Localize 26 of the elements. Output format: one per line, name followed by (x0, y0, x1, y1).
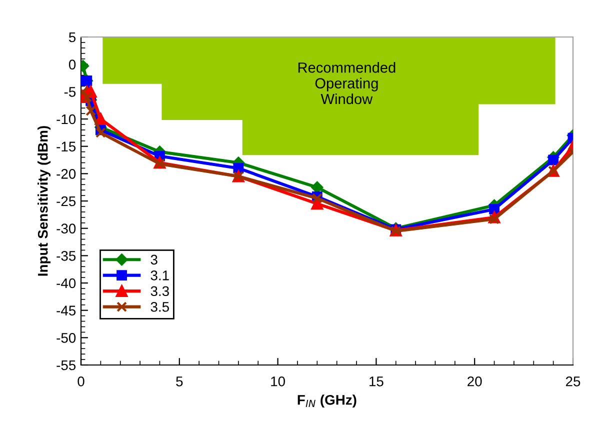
legend-label: 3.1 (150, 270, 169, 280)
x-tick-label: 0 (78, 376, 84, 386)
legend-label: 3 (150, 254, 158, 265)
y-tick-label: -5 (64, 87, 76, 97)
y-tick-label: -10 (56, 114, 76, 124)
y-tick-label: -30 (56, 224, 76, 234)
x-tick-label: 15 (370, 376, 384, 386)
x-tick-label: 20 (468, 376, 482, 386)
y-tick-label: -45 (56, 306, 76, 316)
x-axis-title: F$_{IN}$ (GHz) (298, 394, 356, 408)
y-tick-label: -40 (56, 278, 76, 288)
annotation: Recommended Operating Window (298, 62, 396, 104)
x-tick-label: 25 (566, 376, 580, 386)
y-tick-label: 0 (68, 60, 76, 70)
y-tick-label: -20 (56, 169, 76, 179)
x-tick-label: 10 (271, 376, 285, 386)
y-axis-title: Input Sensitivity (dBm) (38, 126, 51, 276)
y-tick-label: -55 (56, 360, 76, 370)
y-tick-label: -50 (56, 333, 76, 343)
legend-label: 3.3 (150, 286, 169, 296)
y-tick-label: 5 (68, 32, 76, 42)
x-tick-label: 5 (176, 376, 183, 386)
y-tick-label: -25 (56, 196, 76, 206)
y-tick-label: -15 (56, 142, 76, 152)
y-tick-label: -35 (56, 251, 76, 261)
legend-label: 3.5 (150, 302, 169, 312)
